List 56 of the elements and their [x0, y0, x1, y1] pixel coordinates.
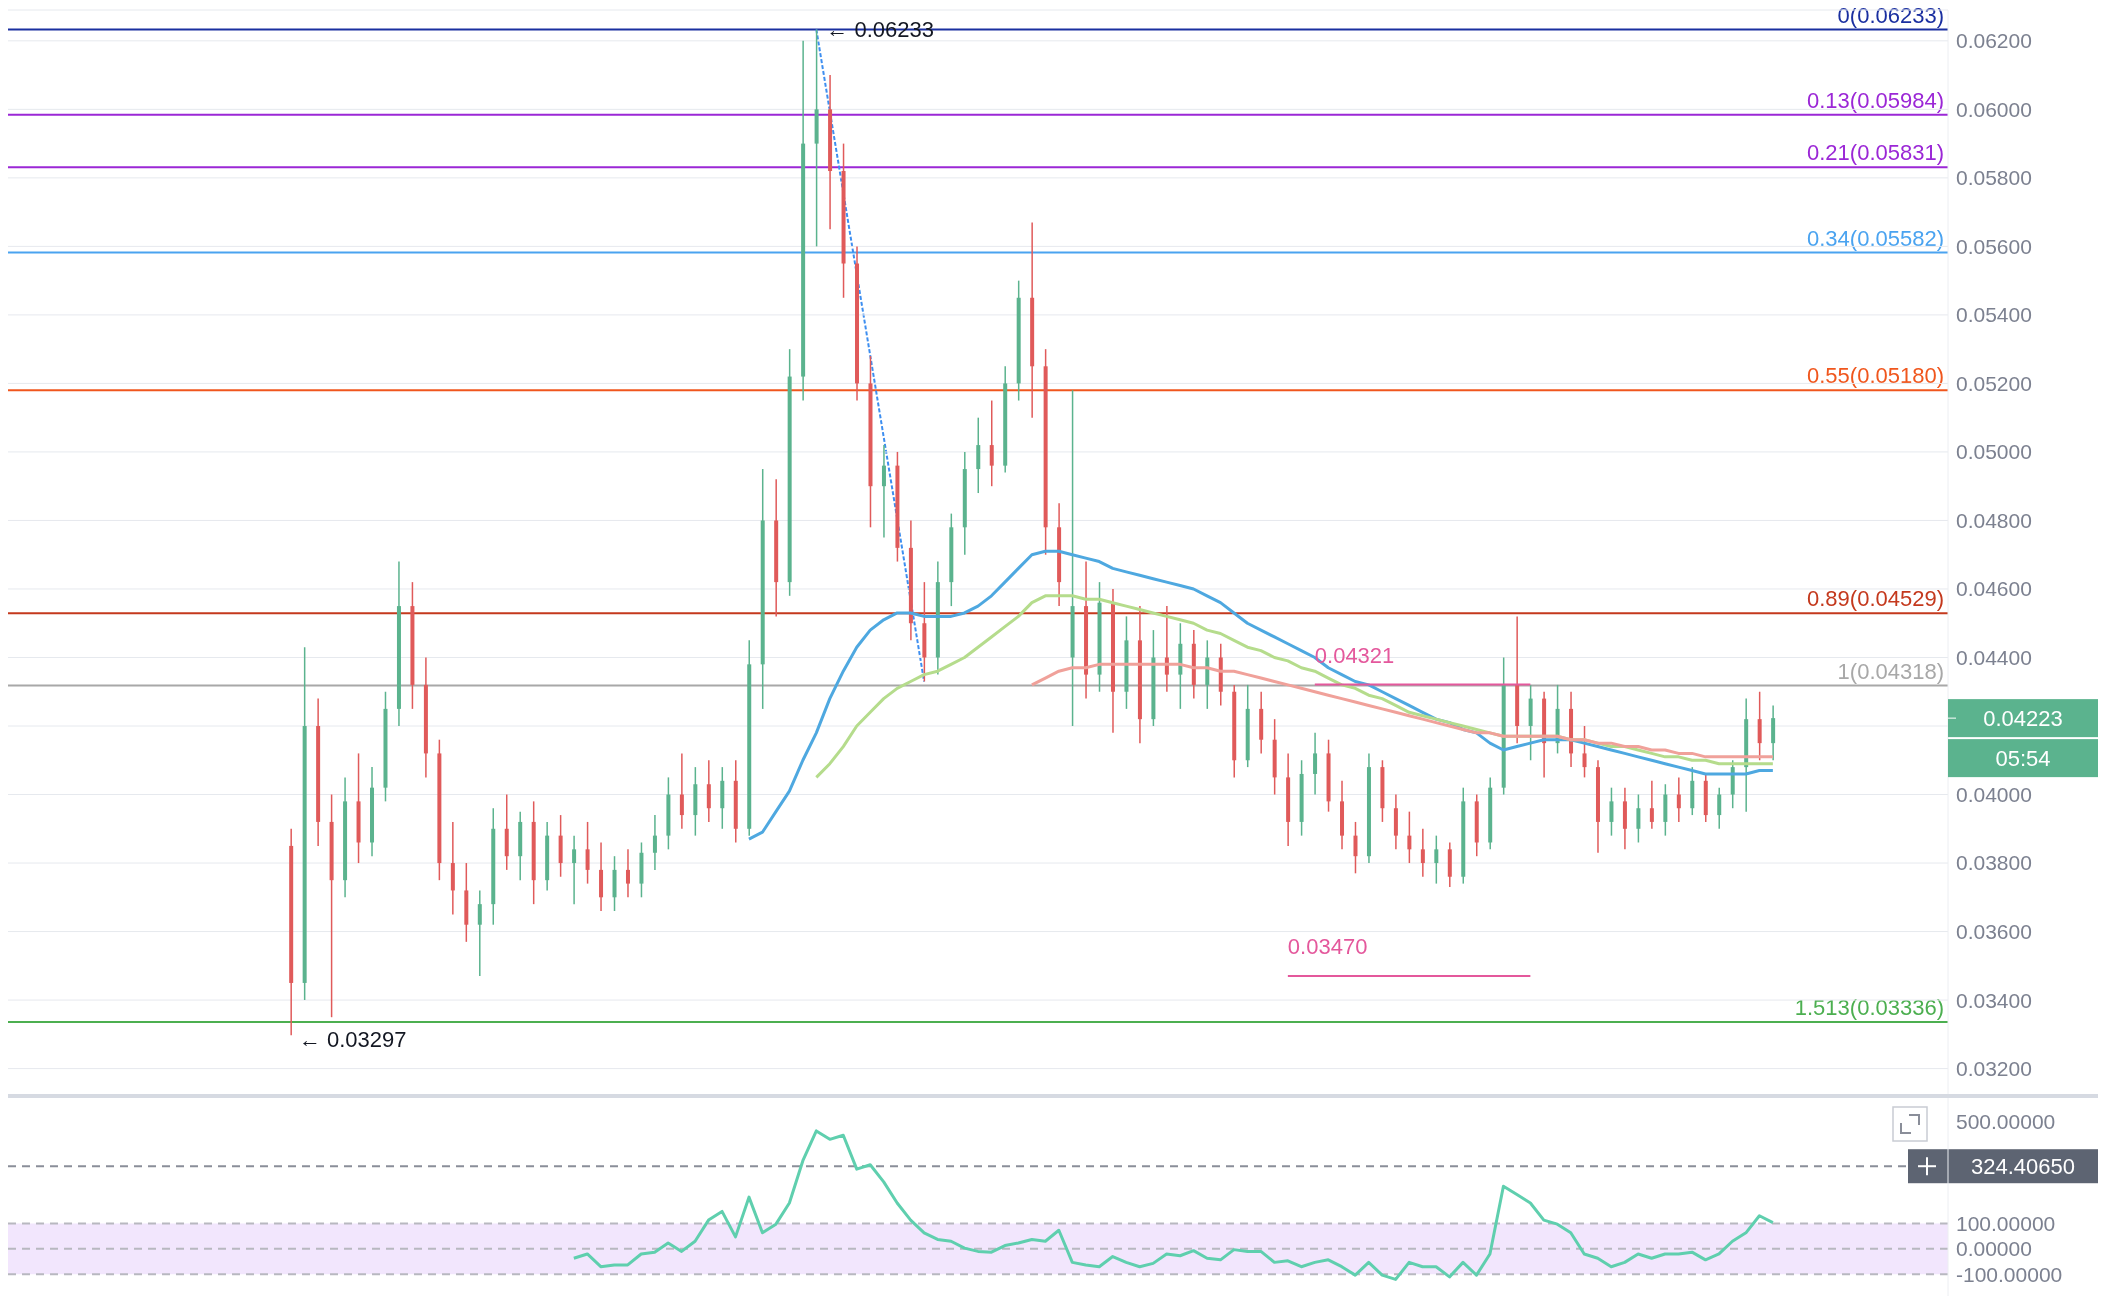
ref-line-label: 0.55(0.05180) — [1807, 363, 1944, 389]
candlestick — [1420, 828, 1425, 878]
y-tick-label: 500.00000 — [1956, 1109, 2056, 1133]
ref-line-label: 0.34(0.05582) — [1807, 225, 1944, 251]
series-label: 0.04321 — [1314, 642, 1395, 668]
candlestick — [881, 444, 886, 539]
y-tick-label: 0.05600 — [1956, 234, 2032, 258]
candlestick — [989, 399, 994, 487]
line-series — [747, 549, 1775, 841]
candlestick — [1582, 725, 1587, 779]
y-tick-label: 0.00000 — [1956, 1237, 2032, 1261]
candlestick — [625, 848, 630, 899]
y-tick-label: 0.05000 — [1956, 440, 2032, 464]
text: 0.04223 — [1983, 706, 2063, 732]
y-tick-label: 0.03800 — [1956, 851, 2032, 875]
annotation: ← 0.03297 — [298, 1027, 407, 1053]
candlestick — [477, 889, 482, 977]
candlestick — [976, 416, 981, 494]
y-tick-label: 0.03200 — [1956, 1057, 2032, 1081]
y-tick-label: 0.03600 — [1956, 920, 2032, 944]
y-tick-label: 0.05200 — [1956, 371, 2032, 395]
candlestick — [679, 752, 684, 830]
y-tick-label: 0.06000 — [1956, 97, 2032, 121]
ref-line-label: 1(0.04318) — [1837, 658, 1944, 684]
y-tick-label: 0.05400 — [1956, 303, 2032, 327]
candlestick — [1313, 732, 1318, 796]
y-tick-label: 0.05800 — [1956, 166, 2032, 190]
candlestick — [706, 759, 711, 823]
y-tick-label: 0.04400 — [1956, 645, 2032, 669]
candlestick — [572, 834, 577, 905]
candlestick — [1717, 786, 1722, 830]
candlestick — [1676, 776, 1681, 823]
candlestick — [1609, 786, 1614, 837]
y-tick-label: -100.00000 — [1956, 1262, 2063, 1286]
series-label: 0.03470 — [1287, 934, 1368, 960]
candlestick — [1636, 793, 1641, 844]
y-tick-label: 0.04600 — [1956, 577, 2032, 601]
candlestick — [1757, 691, 1762, 762]
y-tick-label: 100.00000 — [1956, 1211, 2056, 1235]
ref-line-label: 324.40650 — [1971, 1154, 2075, 1180]
candlestick — [1649, 780, 1654, 830]
ref-line-label: 1.513(0.03336) — [1794, 995, 1944, 1020]
candlestick — [652, 814, 657, 871]
ref-line-label: 0.13(0.05984) — [1807, 87, 1944, 113]
y-tick-label: 0.04000 — [1956, 782, 2032, 806]
y-tick-label: 0.04800 — [1956, 508, 2032, 532]
ref-line-label: 0.21(0.05831) — [1807, 140, 1944, 166]
line-series — [572, 1129, 1775, 1281]
y-tick-label: 0.06200 — [1956, 29, 2032, 53]
candlestick — [1407, 810, 1412, 864]
ref-line-label: 0.89(0.04529) — [1807, 586, 1944, 612]
candlestick — [1353, 821, 1358, 875]
candlestick — [1434, 834, 1439, 885]
y-tick-label: 0.03400 — [1956, 988, 2032, 1012]
text: 05:54 — [1995, 746, 2051, 772]
candlestick — [585, 821, 590, 885]
